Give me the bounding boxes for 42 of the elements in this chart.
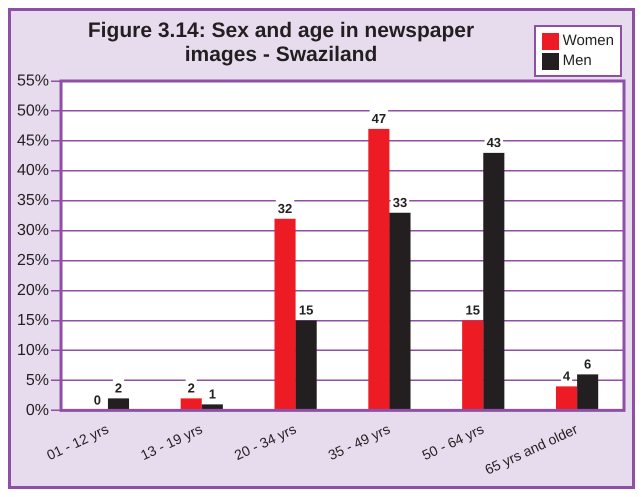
data-label: 33	[392, 194, 408, 210]
chart-title: Figure 3.14: Sex and age in newspaper images - Swaziland	[86, 19, 476, 67]
x-tick-label: 01 - 12 yrs	[44, 420, 111, 464]
y-tick-label: 50%	[16, 102, 50, 120]
bar	[274, 218, 296, 410]
bar	[368, 128, 390, 410]
y-tick-label: 25%	[16, 252, 50, 270]
data-label: 47	[372, 110, 386, 126]
data-label: 4	[562, 368, 571, 384]
x-tick-label: 13 - 19 yrs	[138, 420, 205, 464]
data-label: 0	[94, 392, 101, 408]
y-tick-label: 20%	[16, 282, 50, 299]
data-label: 43	[486, 134, 502, 150]
y-tick-label: 10%	[16, 342, 50, 359]
x-tick-label: 35 - 49 yrs	[326, 420, 392, 464]
x-tick-label: 20 - 34 yrs	[232, 420, 298, 464]
bar	[577, 374, 598, 410]
x-tick-label: 50 - 64 yrs	[419, 420, 486, 464]
y-tick-label: 15%	[16, 312, 50, 329]
y-tick-label: 45%	[16, 132, 50, 150]
bar	[483, 152, 504, 410]
bar	[389, 212, 411, 410]
data-label: 32	[278, 200, 292, 216]
bar	[108, 398, 130, 410]
y-tick-label: 40%	[16, 162, 50, 180]
y-tick-label: 0%	[26, 402, 50, 419]
bar	[296, 320, 317, 410]
data-label: 15	[465, 302, 480, 318]
bar	[180, 398, 202, 410]
data-label: 15	[298, 302, 314, 318]
y-tick-label: 5%	[26, 372, 50, 389]
y-tick-label: 55%	[16, 72, 50, 90]
y-tick-label: 35%	[16, 192, 50, 210]
y-tick-label: 30%	[16, 222, 50, 240]
data-label: 2	[114, 380, 122, 396]
data-label: 1	[208, 386, 216, 402]
legend-label: Men	[562, 51, 592, 71]
legend-label: Women	[562, 31, 614, 51]
bar	[556, 386, 578, 410]
data-label: 6	[584, 356, 592, 372]
data-label: 2	[188, 380, 195, 396]
bar	[462, 320, 484, 410]
